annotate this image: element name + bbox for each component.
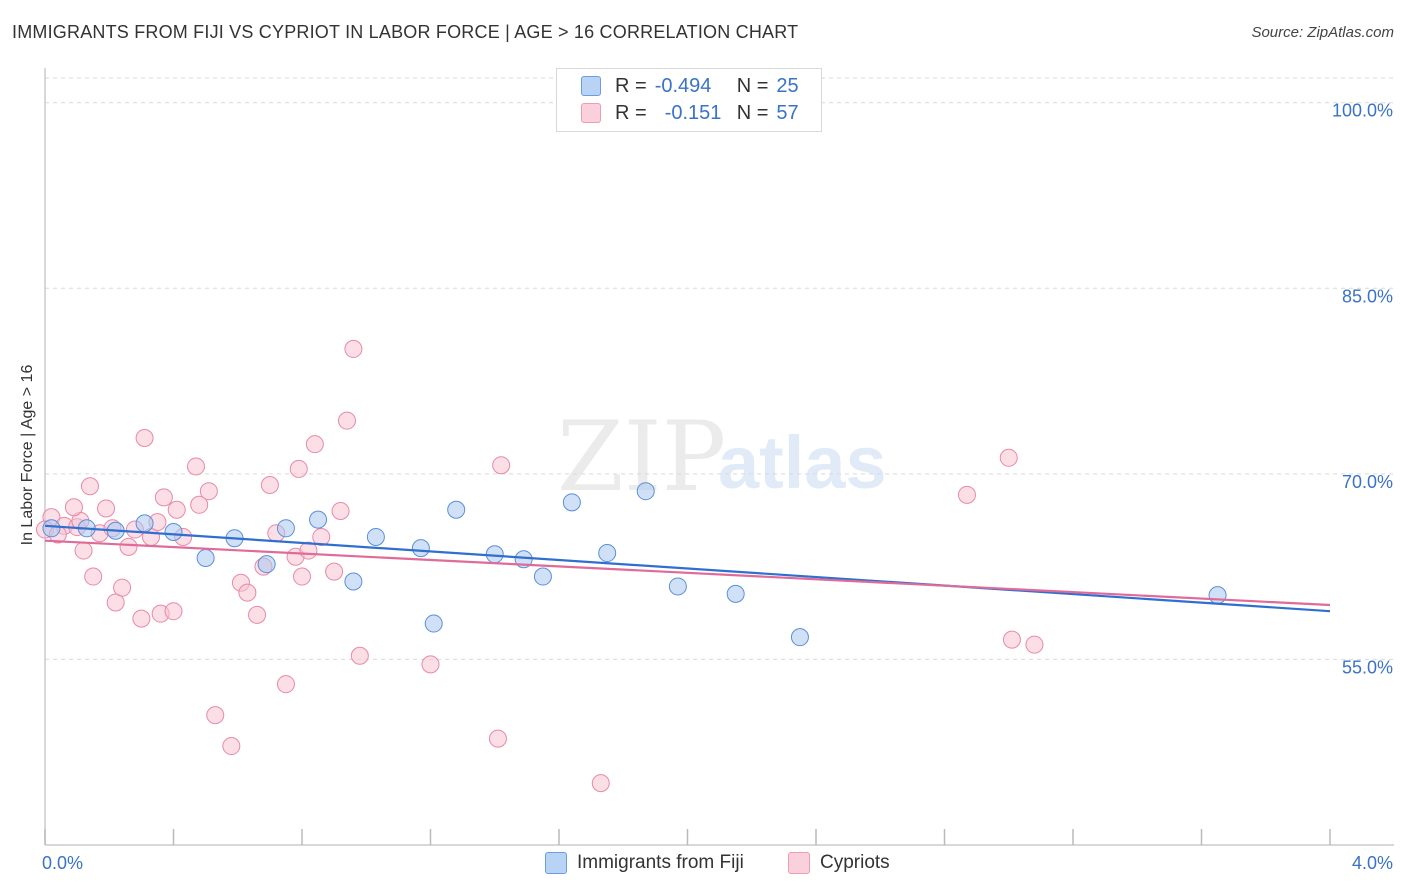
x-tick-label: 0.0% xyxy=(42,853,83,873)
point-fiji xyxy=(598,544,617,563)
point-cypriots xyxy=(97,499,116,518)
point-cypriots xyxy=(312,527,331,546)
bottom-legend-label-cypriots: Cypriots xyxy=(820,852,890,873)
legend-n-value-fiji: 25 xyxy=(776,74,799,97)
point-cypriots xyxy=(276,675,295,694)
source-label: Source: ZipAtlas.com xyxy=(1251,24,1394,41)
point-cypriots xyxy=(337,411,356,430)
tick-labels: 55.0% 70.0% 85.0% 100.0% 0.0% 4.0% xyxy=(42,101,1393,873)
legend-swatch-cypriots xyxy=(581,103,601,123)
point-cypriots xyxy=(135,428,154,447)
point-fiji xyxy=(636,482,655,501)
point-fiji xyxy=(196,548,215,567)
y-tick-label: 85.0% xyxy=(1342,286,1393,306)
correlation-legend: R = -0.494 N = 25 R = -0.151 N = 57 xyxy=(556,68,822,132)
legend-r-value-cypriots: -0.151 xyxy=(664,101,722,124)
point-cypriots xyxy=(222,737,241,756)
grid-lines xyxy=(45,77,1394,660)
point-cypriots xyxy=(492,456,511,475)
legend-row-cypriots: R = -0.151 N = 57 xyxy=(581,101,799,125)
point-cypriots xyxy=(248,605,267,624)
legend-r-label: R = xyxy=(615,101,647,124)
watermark-atlas: atlas xyxy=(718,421,887,504)
point-cypriots xyxy=(64,498,83,517)
point-cypriots xyxy=(113,578,132,597)
point-fiji xyxy=(790,628,809,647)
point-cypriots xyxy=(1002,630,1021,649)
point-cypriots xyxy=(80,477,99,496)
point-fiji xyxy=(257,555,276,574)
trendline-cypriots xyxy=(44,539,1331,607)
point-cypriots xyxy=(238,583,257,602)
x-tick-label: 4.0% xyxy=(1352,853,1393,873)
point-fiji xyxy=(533,567,552,586)
point-cypriots xyxy=(289,459,308,478)
y-tick-label: 100.0% xyxy=(1332,101,1393,121)
bottom-legend-swatch-cypriots xyxy=(788,852,810,874)
point-fiji xyxy=(668,577,687,596)
point-fiji xyxy=(42,519,61,538)
point-cypriots xyxy=(344,339,363,358)
bottom-legend-cypriots: Cypriots xyxy=(788,852,890,874)
point-cypriots xyxy=(957,485,976,504)
point-cypriots xyxy=(999,448,1018,467)
point-cypriots xyxy=(350,646,369,665)
point-cypriots xyxy=(421,655,440,674)
bottom-legend-swatch-fiji xyxy=(545,852,567,874)
point-cypriots xyxy=(84,567,103,586)
point-cypriots xyxy=(190,495,209,514)
point-cypriots xyxy=(305,435,324,454)
legend-n-label: N = xyxy=(736,74,769,97)
watermark: ZIP atlas xyxy=(557,401,887,513)
axes xyxy=(44,68,1394,846)
point-fiji xyxy=(411,539,430,558)
y-tick-label: 55.0% xyxy=(1342,657,1393,677)
point-cypriots xyxy=(132,609,151,628)
legend-n-value-cypriots: 57 xyxy=(776,101,799,124)
point-cypriots xyxy=(164,602,183,621)
point-cypriots xyxy=(167,500,186,519)
y-axis-label: In Labor Force | Age > 16 xyxy=(19,364,36,546)
point-cypriots xyxy=(154,488,173,507)
point-cypriots xyxy=(1025,635,1044,654)
point-fiji xyxy=(562,493,581,512)
point-cypriots xyxy=(260,476,279,495)
point-cypriots xyxy=(74,541,93,560)
point-cypriots xyxy=(591,774,610,793)
point-cypriots xyxy=(199,482,218,501)
point-fiji xyxy=(726,584,745,603)
trend-lines xyxy=(44,524,1331,613)
point-cypriots xyxy=(119,537,138,556)
legend-r-label: R = xyxy=(615,74,647,97)
bottom-legend-fiji: Immigrants from Fiji xyxy=(545,852,744,874)
point-cypriots xyxy=(325,562,344,581)
bottom-legend-label-fiji: Immigrants from Fiji xyxy=(577,852,744,873)
point-cypriots xyxy=(106,593,125,612)
chart-title: IMMIGRANTS FROM FIJI VS CYPRIOT IN LABOR… xyxy=(12,22,799,42)
point-fiji xyxy=(344,572,363,591)
point-fiji xyxy=(135,514,154,533)
point-cypriots xyxy=(488,729,507,748)
point-fiji xyxy=(164,523,183,542)
legend-r-value-fiji: -0.494 xyxy=(654,74,712,97)
legend-swatch-fiji xyxy=(581,76,601,96)
point-cypriots xyxy=(331,501,350,520)
point-fiji xyxy=(366,527,385,546)
point-fiji xyxy=(1208,586,1227,605)
y-tick-label: 70.0% xyxy=(1342,472,1393,492)
trendline-fiji xyxy=(44,524,1331,613)
point-cypriots xyxy=(293,567,311,586)
point-fiji xyxy=(276,519,295,538)
data-points xyxy=(36,339,1227,793)
point-cypriots xyxy=(186,457,205,476)
legend-n-label: N = xyxy=(736,101,769,124)
legend-row-fiji: R = -0.494 N = 25 xyxy=(581,74,799,98)
point-fiji xyxy=(447,500,466,519)
point-fiji xyxy=(309,510,328,529)
point-fiji xyxy=(424,614,443,633)
point-cypriots xyxy=(206,706,225,725)
